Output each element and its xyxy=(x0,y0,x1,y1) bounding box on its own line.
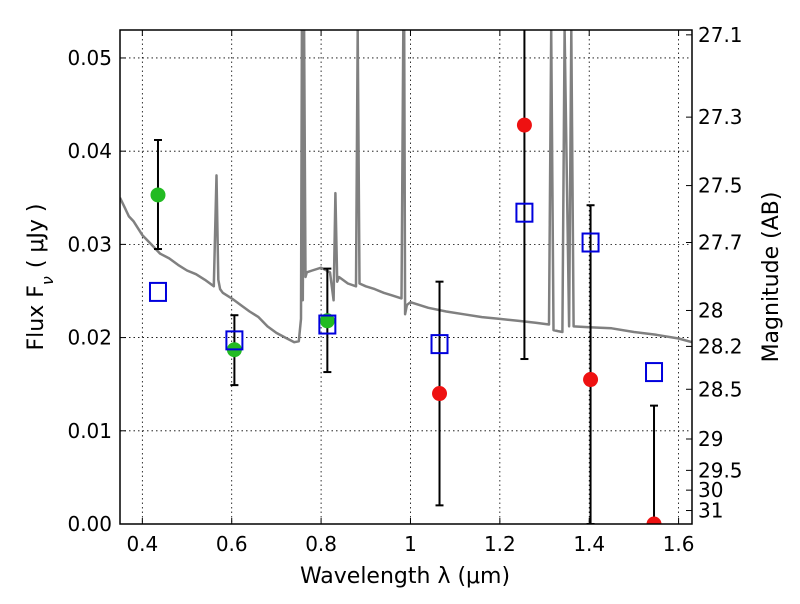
model-band-flux-square xyxy=(148,281,167,302)
y-tick-label: 0.05 xyxy=(67,46,112,70)
magnitude-tick-label: 28 xyxy=(698,298,723,322)
magnitude-tick-label: 27.5 xyxy=(698,174,743,198)
x-tick-label: 1.4 xyxy=(573,532,605,556)
magnitude-axis-label: Magnitude (AB) xyxy=(759,192,784,363)
magnitude-tick-label: 27.3 xyxy=(698,105,743,129)
y-axis-label-group: Flux Fν ( μJy ) xyxy=(24,204,57,351)
photometry-point xyxy=(150,187,166,203)
model-band-flux-square xyxy=(581,232,600,253)
magnitude-tick-label: 29.5 xyxy=(698,458,743,482)
magnitude-tick-label: 29 xyxy=(698,427,723,451)
photometry-point xyxy=(583,372,599,388)
y-tick-label: 0.03 xyxy=(67,232,112,256)
y-axis-ticks: 0.00 0.01 0.02 0.03 0.04 0.05 xyxy=(67,46,126,536)
x-axis-ticks: 0.4 0.6 0.8 1 1.2 1.4 1.6 xyxy=(126,30,695,556)
y-tick-label: 0.04 xyxy=(67,139,112,163)
model-band-flux-square xyxy=(515,202,534,223)
photometry-point xyxy=(646,516,662,524)
y-axis-label: Flux Fν ( μJy ) xyxy=(24,204,57,351)
photometry-point xyxy=(516,117,532,133)
magnitude-tick-label: 28.5 xyxy=(698,377,743,401)
magnitude-tick-label: 31 xyxy=(698,499,723,523)
photometry-point xyxy=(319,313,335,329)
x-tick-label: 1.6 xyxy=(663,532,695,556)
x-axis-label: Wavelength λ (μm) xyxy=(300,564,510,589)
model-band-flux-square xyxy=(225,330,244,351)
x-tick-label: 0.8 xyxy=(305,532,337,556)
magnitude-axis-label-group: Magnitude (AB) xyxy=(759,192,784,363)
y-tick-label: 0.02 xyxy=(67,326,112,350)
magnitude-tick-label: 27.7 xyxy=(698,231,743,255)
y-axis-label-subscript: ν xyxy=(38,276,57,285)
magnitude-tick-label: 27.1 xyxy=(698,23,743,47)
plot-frame xyxy=(119,29,693,525)
model-spectrum-layer xyxy=(120,30,692,344)
model-band-flux-square xyxy=(318,314,337,335)
x-tick-label: 1.2 xyxy=(484,532,516,556)
y-axis-label-main: Flux F xyxy=(24,285,49,350)
photometry-layer xyxy=(148,30,664,524)
y-tick-label: 0.00 xyxy=(67,512,112,536)
magnitude-tick-label: 30 xyxy=(698,478,723,502)
y-axis-label-unit: ( μJy ) xyxy=(24,204,49,269)
model-band-flux-square xyxy=(430,334,449,355)
model-band-flux-square xyxy=(645,362,664,383)
magnitude-tick-label: 28.2 xyxy=(698,334,743,358)
x-tick-label: 0.6 xyxy=(216,532,248,556)
photometry-point xyxy=(432,386,448,402)
y-tick-label: 0.01 xyxy=(67,419,112,443)
model-spectrum-line xyxy=(120,30,692,344)
x-tick-label: 1 xyxy=(404,532,417,556)
x-tick-label: 0.4 xyxy=(126,532,158,556)
